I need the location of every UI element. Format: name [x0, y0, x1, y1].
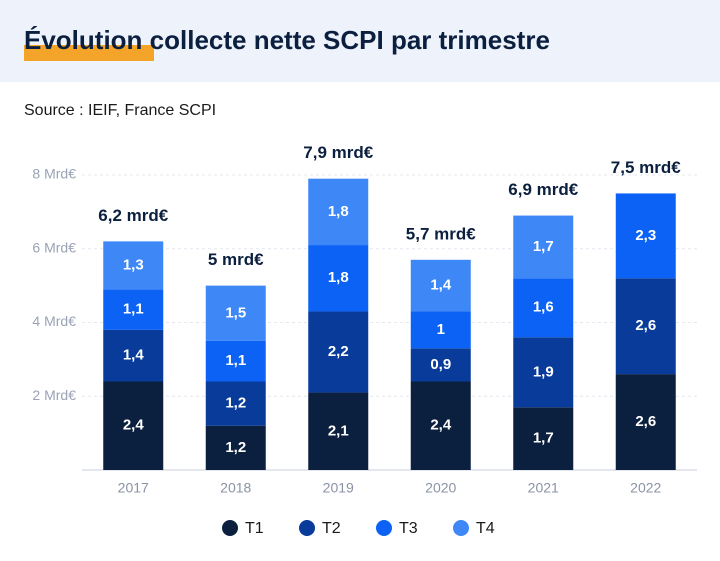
- x-tick-label: 2018: [220, 480, 251, 496]
- total-label: 6,9 mrd€: [508, 180, 578, 199]
- value-label: 1,8: [328, 203, 349, 220]
- value-label: 2,6: [635, 317, 656, 334]
- bar-segment: [513, 407, 574, 470]
- chart-subtitle: Source : IEIF, France SCPI: [24, 102, 216, 119]
- legend-swatch: [222, 520, 238, 536]
- bar-segment: [308, 245, 369, 312]
- value-label: 1,3: [123, 256, 144, 273]
- bar-segment: [513, 337, 574, 408]
- y-tick-label: 2 Mrd€: [32, 387, 76, 403]
- value-label: 1,9: [533, 363, 554, 380]
- legend-label: T2: [322, 520, 341, 537]
- value-label: 1,2: [225, 395, 246, 412]
- value-label: 1,1: [225, 352, 246, 369]
- value-label: 1: [437, 321, 445, 338]
- bar-segment: [103, 241, 164, 290]
- bar-segment: [615, 193, 676, 279]
- value-label: 2,3: [635, 227, 656, 244]
- x-tick-label: 2019: [323, 480, 354, 496]
- total-label: 5 mrd€: [208, 250, 264, 269]
- value-label: 0,9: [430, 356, 451, 373]
- bar-segment: [103, 381, 164, 470]
- chart-title: Évolution collecte nette SCPI par trimes…: [24, 25, 550, 55]
- value-label: 2,2: [328, 343, 349, 360]
- bar-segment: [410, 259, 471, 312]
- value-label: 1,4: [123, 347, 145, 364]
- value-label: 2,1: [328, 422, 349, 439]
- value-label: 2,6: [635, 413, 656, 430]
- legend-swatch: [453, 520, 469, 536]
- value-label: 1,7: [533, 430, 554, 447]
- x-tick-label: 2020: [425, 480, 456, 496]
- legend-swatch: [299, 520, 315, 536]
- bar-segment: [205, 285, 266, 341]
- value-label: 2,4: [430, 417, 452, 434]
- value-label: 1,2: [225, 439, 246, 456]
- legend-swatch: [376, 520, 392, 536]
- bar-segment: [103, 289, 164, 330]
- value-label: 1,6: [533, 299, 554, 316]
- legend-label: T1: [245, 520, 264, 537]
- y-tick-label: 6 Mrd€: [32, 239, 76, 255]
- bar-segment: [103, 329, 164, 382]
- value-label: 2,4: [123, 417, 145, 434]
- bar-segment: [205, 340, 266, 382]
- value-label: 1,4: [430, 277, 452, 294]
- bar-segment: [205, 381, 266, 426]
- x-tick-label: 2017: [118, 480, 149, 496]
- value-label: 1,1: [123, 301, 144, 318]
- bar-segment: [308, 311, 369, 393]
- bar-segment: [513, 215, 574, 279]
- total-label: 7,9 mrd€: [303, 143, 373, 162]
- total-label: 7,5 mrd€: [611, 158, 681, 177]
- total-label: 5,7 mrd€: [406, 224, 476, 243]
- value-label: 1,8: [328, 269, 349, 286]
- value-label: 1,7: [533, 238, 554, 255]
- bar-segment: [410, 311, 471, 349]
- bar-segment: [615, 278, 676, 375]
- value-label: 1,5: [225, 304, 246, 321]
- header-band: [0, 0, 720, 82]
- bar-segment: [308, 178, 369, 246]
- bar-segment: [205, 425, 266, 470]
- y-tick-label: 4 Mrd€: [32, 313, 76, 329]
- x-tick-label: 2022: [630, 480, 661, 496]
- bar-segment: [513, 278, 574, 338]
- bar-segment: [615, 374, 676, 470]
- y-tick-label: 8 Mrd€: [32, 166, 76, 182]
- legend-label: T4: [476, 520, 495, 537]
- legend-label: T3: [399, 520, 418, 537]
- x-tick-label: 2021: [528, 480, 559, 496]
- total-label: 6,2 mrd€: [98, 206, 168, 225]
- bar-segment: [410, 381, 471, 470]
- bar-segment: [308, 392, 369, 470]
- title-highlight: [24, 45, 154, 61]
- bar-segment: [410, 348, 471, 382]
